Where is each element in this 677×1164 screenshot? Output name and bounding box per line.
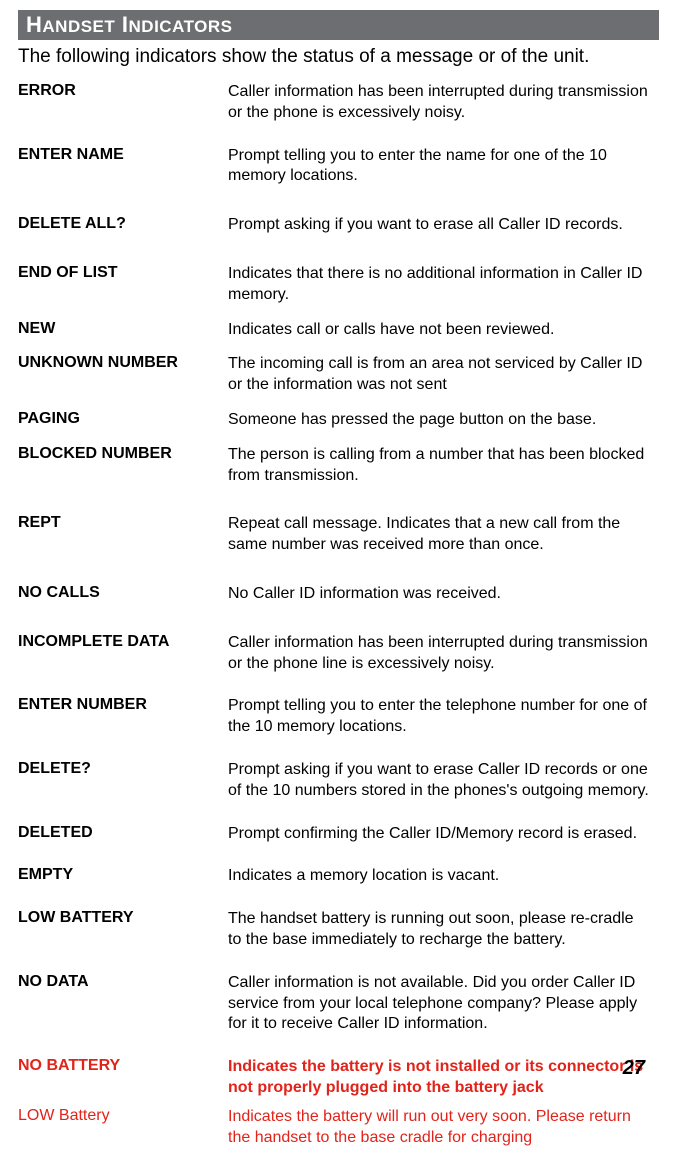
indicator-desc: The person is calling from a number that… (228, 445, 659, 487)
indicator-row: ERRORCaller information has been interru… (18, 82, 659, 124)
indicator-term: NO DATA (18, 973, 228, 991)
indicator-term: ERROR (18, 82, 228, 100)
indicator-desc: Caller information is not available. Did… (228, 973, 659, 1035)
indicator-term: UNKNOWN NUMBER (18, 354, 228, 372)
indicator-desc: Indicates a memory location is vacant. (228, 866, 659, 887)
indicator-term: LOW BATTERY (18, 909, 228, 927)
title-cap-h: H (26, 12, 42, 37)
indicator-row: DELETE?Prompt asking if you want to eras… (18, 760, 659, 802)
indicator-desc: Indicates the battery will run out very … (228, 1107, 659, 1149)
indicator-term: EMPTY (18, 866, 228, 884)
indicator-row: ENTER NUMBERPrompt telling you to enter … (18, 696, 659, 738)
indicator-row: DELETE ALL?Prompt asking if you want to … (18, 215, 659, 236)
indicator-desc: The handset battery is running out soon,… (228, 909, 659, 951)
indicator-desc: Indicates that there is no additional in… (228, 264, 659, 306)
indicator-term: NO BATTERY (18, 1057, 228, 1075)
indicator-term: DELETE? (18, 760, 228, 778)
title-ndicators: NDICATORS (129, 17, 233, 36)
section-header: HANDSET INDICATORS (18, 10, 659, 40)
indicator-row: NEWIndicates call or calls have not been… (18, 320, 659, 341)
indicator-term: PAGING (18, 410, 228, 428)
indicator-row: NO DATACaller information is not availab… (18, 973, 659, 1035)
indicator-term: INCOMPLETE DATA (18, 633, 228, 651)
indicator-row: REPTRepeat call message. Indicates that … (18, 514, 659, 556)
indicator-row: ENTER NAMEPrompt telling you to enter th… (18, 146, 659, 188)
indicator-desc: Caller information has been interrupted … (228, 82, 659, 124)
indicator-desc: Prompt asking if you want to erase Calle… (228, 760, 659, 802)
title-andset: ANDSET (42, 17, 115, 36)
title-cap-i: I (115, 12, 128, 37)
indicator-desc: Prompt asking if you want to erase all C… (228, 215, 659, 236)
intro-text: The following indicators show the status… (18, 46, 659, 68)
header-title: HANDSET INDICATORS (26, 19, 233, 36)
indicator-desc: No Caller ID information was received. (228, 584, 659, 605)
indicator-term: ENTER NUMBER (18, 696, 228, 714)
indicator-desc: Prompt telling you to enter the telephon… (228, 696, 659, 738)
indicator-term: NO CALLS (18, 584, 228, 602)
indicator-term: NEW (18, 320, 228, 338)
indicator-row: END OF LISTIndicates that there is no ad… (18, 264, 659, 306)
indicator-desc: Indicates the battery is not installed o… (228, 1057, 659, 1099)
red-rows: NO BATTERYIndicates the battery is not i… (18, 1057, 659, 1148)
indicator-list: ERRORCaller information has been interru… (18, 82, 659, 1057)
page-number: 27 (623, 1057, 645, 1080)
indicator-row-red: NO BATTERYIndicates the battery is not i… (18, 1057, 659, 1099)
indicator-row: PAGINGSomeone has pressed the page butto… (18, 410, 659, 431)
indicator-term: ENTER NAME (18, 146, 228, 164)
indicator-row: UNKNOWN NUMBERThe incoming call is from … (18, 354, 659, 396)
indicator-term: REPT (18, 514, 228, 532)
indicator-row-red: LOW BatteryIndicates the battery will ru… (18, 1107, 659, 1149)
indicator-term: DELETED (18, 824, 228, 842)
indicator-desc: Indicates call or calls have not been re… (228, 320, 659, 341)
indicator-row: INCOMPLETE DATACaller information has be… (18, 633, 659, 675)
indicator-desc: Prompt confirming the Caller ID/Memory r… (228, 824, 659, 845)
indicator-row: NO CALLSNo Caller ID information was rec… (18, 584, 659, 605)
indicator-row: BLOCKED NUMBERThe person is calling from… (18, 445, 659, 487)
indicator-desc: Caller information has been interrupted … (228, 633, 659, 675)
indicator-desc: The incoming call is from an area not se… (228, 354, 659, 396)
indicator-row: LOW BATTERYThe handset battery is runnin… (18, 909, 659, 951)
indicator-desc: Someone has pressed the page button on t… (228, 410, 659, 431)
indicator-term: LOW Battery (18, 1107, 228, 1125)
indicator-row: DELETEDPrompt confirming the Caller ID/M… (18, 824, 659, 845)
indicator-term: BLOCKED NUMBER (18, 445, 228, 463)
indicator-desc: Prompt telling you to enter the name for… (228, 146, 659, 188)
indicator-term: END OF LIST (18, 264, 228, 282)
indicator-desc: Repeat call message. Indicates that a ne… (228, 514, 659, 556)
indicator-row: EMPTYIndicates a memory location is vaca… (18, 866, 659, 887)
indicator-term: DELETE ALL? (18, 215, 228, 233)
